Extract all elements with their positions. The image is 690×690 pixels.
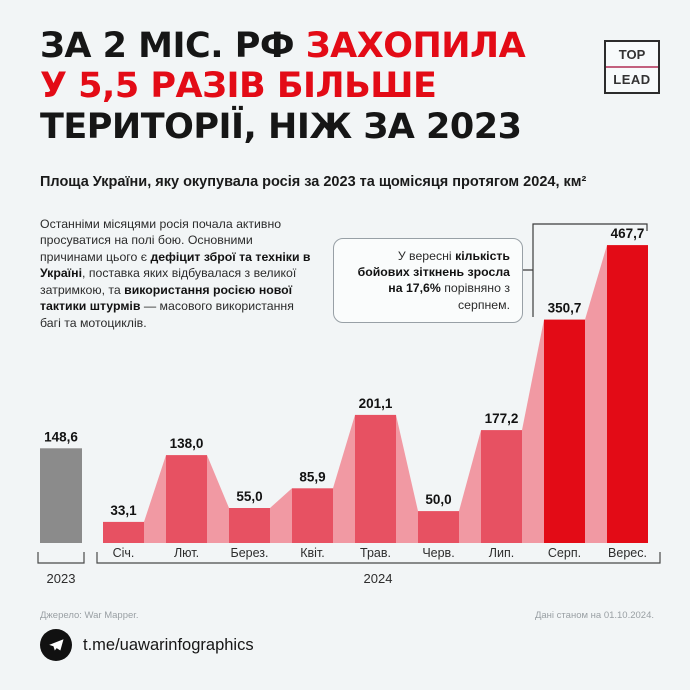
bar-Черв.	[418, 511, 459, 543]
month-label-Черв.: Черв.	[422, 546, 454, 560]
connector-Черв.	[459, 430, 481, 543]
bar-value-Серп.: 350,7	[548, 301, 582, 316]
bar-value-Січ.: 33,1	[110, 503, 137, 518]
title-line-2: У 5,5 РАЗІВ БІЛЬШЕ	[40, 66, 437, 107]
bar-value-Квіт.: 85,9	[299, 469, 325, 484]
connector-Серп.	[585, 245, 607, 543]
intro-paragraph: Останніми місяцями росія почала активно …	[40, 216, 316, 331]
intro-p3: — масового використання багі та мотоцикл…	[40, 299, 294, 330]
bar-Серп.	[544, 319, 585, 543]
connector-Лют.	[207, 455, 229, 543]
annotation-bracket	[523, 223, 648, 317]
title-line1-black: ЗА 2 МІС. РФ	[40, 26, 306, 66]
bar-value-Берез.: 55,0	[236, 489, 262, 504]
intro-bold-1: дефіцит зброї та техніки в Україні	[40, 249, 311, 281]
bar-value-Верес.: 467,7	[611, 226, 645, 241]
title-line-1: ЗА 2 МІС. РФ ЗАХОПИЛА	[40, 26, 526, 66]
telegram-icon	[40, 629, 72, 661]
bar-value-Лип.: 177,2	[485, 411, 519, 426]
chart-subtitle: Площа України, яку окупувала росія за 20…	[40, 174, 587, 190]
month-label-Трав.: Трав.	[360, 546, 391, 560]
bar-value-2023: 148,6	[44, 429, 78, 444]
month-label-Верес.: Верес.	[608, 546, 647, 560]
data-asof-note: Дані станом на 01.10.2024.	[534, 610, 654, 621]
month-label-Лют.: Лют.	[174, 546, 199, 560]
title-line1-red: ЗАХОПИЛА	[305, 26, 526, 66]
month-label-Січ.: Січ.	[113, 546, 135, 560]
telegram-link[interactable]: t.me/uawarinfographics	[40, 629, 254, 661]
year-label-2023: 2023	[47, 571, 76, 586]
month-label-Серп.: Серп.	[548, 546, 581, 560]
connector-Лип.	[522, 319, 544, 543]
connector-Берез.	[270, 488, 292, 543]
callout-post: порівняно з серпнем.	[440, 281, 510, 312]
bar-Лют.	[166, 455, 207, 543]
bar-Верес.	[607, 245, 648, 543]
connector-Квіт.	[333, 414, 355, 543]
connector-Січ.	[144, 455, 166, 543]
bracket-2024	[96, 552, 661, 564]
month-label-Квіт.: Квіт.	[300, 546, 325, 560]
annotation-callout: У вересні кількість бойових зіткнень зро…	[333, 238, 523, 323]
bar-2023	[40, 448, 82, 543]
bar-Берез.	[229, 508, 270, 543]
bar-value-Черв.: 50,0	[425, 492, 451, 507]
toplead-logo: TOP LEAD	[604, 40, 660, 94]
toplead-logo-top: TOP	[606, 42, 658, 68]
month-label-Лип.: Лип.	[489, 546, 514, 560]
bar-Квіт.	[292, 488, 333, 543]
telegram-handle: t.me/uawarinfographics	[83, 635, 254, 654]
year-label-2024: 2024	[364, 571, 393, 586]
connector-Трав.	[396, 414, 418, 543]
bar-value-Лют.: 138,0	[170, 436, 204, 451]
bar-Лип.	[481, 430, 522, 543]
bracket-2023	[37, 552, 85, 564]
month-label-Берез.: Берез.	[231, 546, 269, 560]
bar-value-Трав.: 201,1	[359, 396, 393, 411]
intro-bold-2: використання росією нової тактики штурмі…	[40, 282, 293, 314]
title-line-3: ТЕРИТОРІЇ, НІЖ ЗА 2023	[40, 106, 522, 147]
bar-Січ.	[103, 521, 144, 543]
intro-p2: , поставка яких відбувалася з великої за…	[40, 266, 297, 297]
toplead-logo-bottom: LEAD	[613, 72, 651, 87]
bar-Трав.	[355, 414, 396, 543]
source-note: Джерело: War Mapper.	[40, 610, 139, 621]
callout-bold: кількість бойових зіткнень зросла на 17,…	[357, 249, 510, 296]
page-title: ЗА 2 МІС. РФ ЗАХОПИЛА У 5,5 РАЗІВ БІЛЬШЕ…	[40, 26, 526, 147]
callout-pre: У вересні	[397, 249, 456, 263]
intro-p1: Останніми місяцями росія почала активно …	[40, 217, 282, 264]
